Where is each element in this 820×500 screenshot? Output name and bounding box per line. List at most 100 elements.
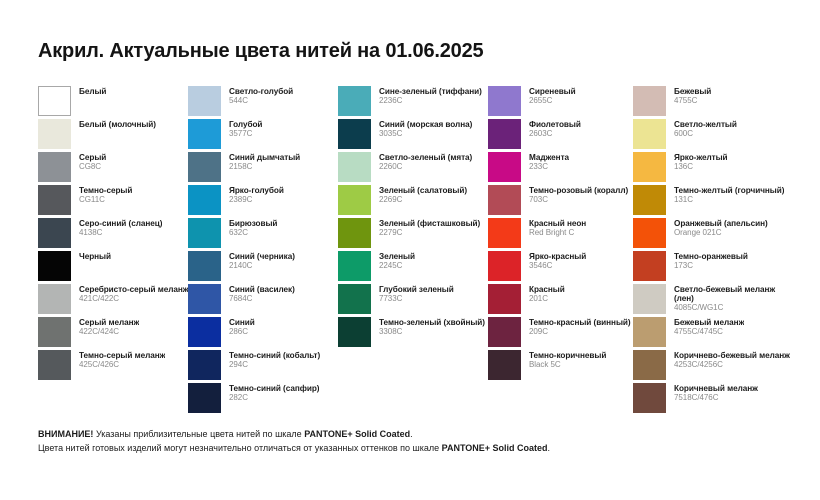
swatch-row[interactable]: Зеленый (фисташковый) 2279C [338,218,488,251]
color-swatch[interactable] [633,185,666,215]
color-name: Зеленый (фисташковый) [379,219,481,228]
swatch-row[interactable]: Серо-синий (сланец) 4138C [38,218,188,251]
swatch-row[interactable]: Бежевый меланж 4755C/4745C [633,317,798,350]
swatch-row[interactable]: Оранжевый (апельсин) Orange 021C [633,218,798,251]
swatch-row[interactable]: Бежевый 4755C [633,86,798,119]
color-swatch[interactable] [188,86,221,116]
color-swatch[interactable] [633,317,666,347]
swatch-row[interactable]: Белый [38,86,188,119]
swatch-row[interactable]: Темно-оранжевый 173C [633,251,798,284]
color-name: Светло-зеленый (мята) [379,153,473,162]
color-swatch[interactable] [633,218,666,248]
color-name: Оранжевый (апельсин) [674,219,768,228]
color-swatch[interactable] [488,86,521,116]
swatch-row[interactable]: Темно-желтый (горчичный) 131C [633,185,798,218]
swatch-row[interactable]: Синий (василек) 7684C [188,284,338,317]
swatch-row[interactable]: Темно-розовый (коралл) 703C [488,185,633,218]
swatch-row[interactable]: Темно-серый CG11C [38,185,188,218]
swatch-row[interactable]: Зеленый 2245C [338,251,488,284]
color-swatch[interactable] [188,284,221,314]
color-swatch[interactable] [38,152,71,182]
swatch-row[interactable]: Зеленый (салатовый) 2269C [338,185,488,218]
color-swatch[interactable] [38,350,71,380]
color-swatch[interactable] [633,119,666,149]
color-swatch[interactable] [188,218,221,248]
swatch-row[interactable]: Ярко-голубой 2389C [188,185,338,218]
swatch-row[interactable]: Маджента 233C [488,152,633,185]
color-swatch[interactable] [188,119,221,149]
color-swatch[interactable] [38,284,71,314]
color-swatch[interactable] [338,284,371,314]
color-swatch[interactable] [488,185,521,215]
color-swatch[interactable] [488,251,521,281]
swatch-row[interactable]: Коричнево-бежевый меланж 4253C/4256C [633,350,798,383]
color-swatch[interactable] [633,86,666,116]
color-swatch[interactable] [338,218,371,248]
swatch-row[interactable]: Сине-зеленый (тиффани) 2236C [338,86,488,119]
color-swatch[interactable] [633,251,666,281]
swatch-row[interactable]: Серебристо-серый меланж 421C/422C [38,284,188,317]
color-swatch[interactable] [188,152,221,182]
swatch-row[interactable]: Темно-зеленый (хвойный) 3308C [338,317,488,350]
color-swatch[interactable] [38,119,71,149]
color-swatch[interactable] [188,317,221,347]
swatch-row[interactable]: Темно-серый меланж 425C/426C [38,350,188,383]
swatch-row[interactable]: Синий (черника) 2140C [188,251,338,284]
color-swatch[interactable] [488,317,521,347]
swatch-row[interactable]: Красный неон Red Bright C [488,218,633,251]
swatch-row[interactable]: Темно-синий (сапфир) 282C [188,383,338,416]
color-swatch[interactable] [38,86,71,116]
swatch-row[interactable]: Фиолетовый 2603C [488,119,633,152]
color-swatch[interactable] [188,383,221,413]
color-swatch[interactable] [633,350,666,380]
swatch-row[interactable]: Черный [38,251,188,284]
swatch-row[interactable]: Синий (морская волна) 3035C [338,119,488,152]
swatch-labels: Серо-синий (сланец) 4138C [71,218,162,238]
color-swatch[interactable] [338,317,371,347]
swatch-row[interactable]: Сиреневый 2655C [488,86,633,119]
swatch-row[interactable]: Ярко-красный 3546C [488,251,633,284]
swatch-row[interactable]: Коричневый меланж 7518C/476C [633,383,798,416]
swatch-row[interactable]: Темно-синий (кобальт) 294C [188,350,338,383]
swatch-row[interactable]: Светло-зеленый (мята) 2260C [338,152,488,185]
color-swatch[interactable] [38,251,71,281]
swatch-column-grays: Белый Белый (молочный) Серый CG8C Темно-серы… [38,86,188,383]
color-swatch[interactable] [38,185,71,215]
swatch-row[interactable]: Голубой 3577C [188,119,338,152]
swatch-row[interactable]: Серый CG8C [38,152,188,185]
color-swatch[interactable] [38,218,71,248]
swatch-row[interactable]: Светло-голубой 544C [188,86,338,119]
swatch-row[interactable]: Синий 286C [188,317,338,350]
swatch-row[interactable]: Светло-бежевый меланж (лен) 4085C/WG1C [633,284,798,317]
color-swatch[interactable] [188,251,221,281]
swatch-row[interactable]: Бирюзовый 632C [188,218,338,251]
swatch-labels: Светло-бежевый меланж (лен) 4085C/WG1C [666,284,786,313]
color-swatch[interactable] [188,185,221,215]
swatch-row[interactable]: Белый (молочный) [38,119,188,152]
swatch-row[interactable]: Темно-красный (винный) 209C [488,317,633,350]
color-swatch[interactable] [38,317,71,347]
swatch-labels: Красный 201C [521,284,565,304]
color-swatch[interactable] [633,284,666,314]
color-swatch[interactable] [633,383,666,413]
swatch-row[interactable]: Красный 201C [488,284,633,317]
color-swatch[interactable] [633,152,666,182]
swatch-row[interactable]: Светло-желтый 600C [633,119,798,152]
swatch-row[interactable]: Серый меланж 422C/424C [38,317,188,350]
swatch-row[interactable]: Синий дымчатый 2158C [188,152,338,185]
swatch-row[interactable]: Ярко-желтый 136C [633,152,798,185]
color-swatch[interactable] [338,86,371,116]
color-swatch[interactable] [338,119,371,149]
swatch-row[interactable]: Глубокий зеленый 7733C [338,284,488,317]
color-swatch[interactable] [338,152,371,182]
color-swatch[interactable] [488,152,521,182]
color-swatch[interactable] [488,350,521,380]
color-swatch[interactable] [488,218,521,248]
color-swatch[interactable] [488,119,521,149]
swatch-row[interactable]: Темно-коричневый Black 5C [488,350,633,383]
color-swatch[interactable] [338,251,371,281]
color-swatch[interactable] [488,284,521,314]
swatch-labels: Светло-голубой 544C [221,86,293,106]
color-swatch[interactable] [338,185,371,215]
color-swatch[interactable] [188,350,221,380]
